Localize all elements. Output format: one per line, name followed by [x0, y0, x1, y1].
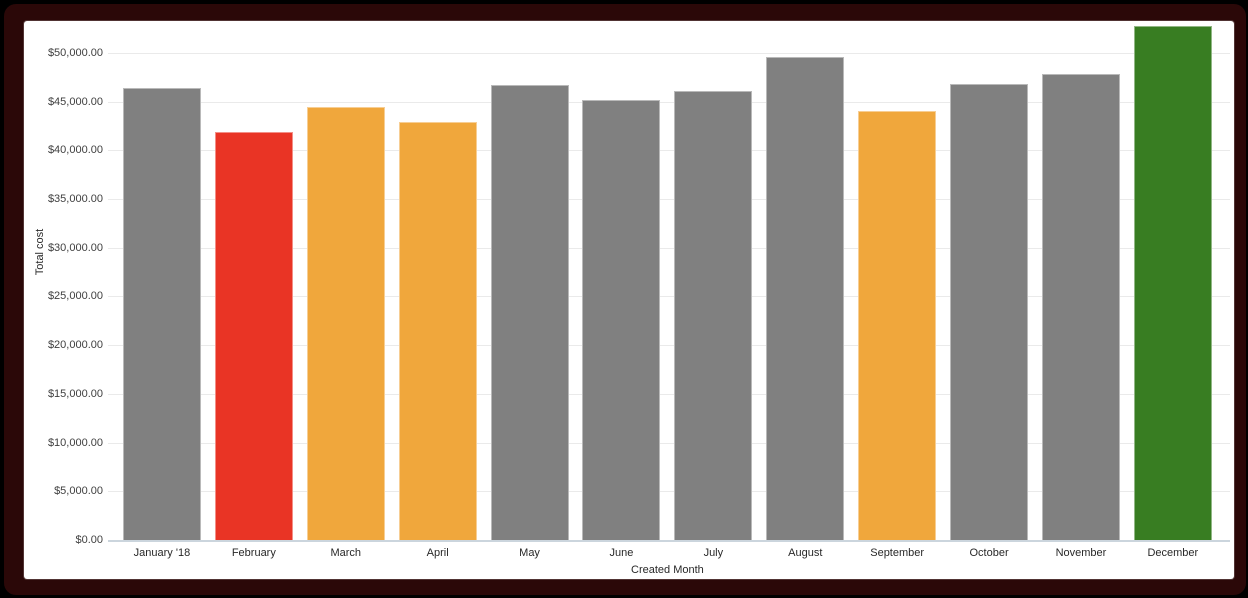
y-tick-label: $50,000.00 — [47, 46, 103, 59]
bar-october[interactable] — [950, 84, 1029, 540]
x-tick-label: June — [609, 547, 634, 559]
y-tick-label: $5,000.00 — [54, 485, 103, 498]
chart-card: $0.00 $5,000.00 $10,000.00 $15,000.00 $20,00… — [24, 21, 1234, 579]
x-tick-label: May — [519, 547, 540, 559]
gridline — [108, 345, 1230, 347]
x-tick-label: September — [870, 547, 925, 559]
gridline — [108, 442, 1230, 444]
x-tick-label: October — [969, 547, 1009, 559]
chart-frame: $0.00 $5,000.00 $10,000.00 $15,000.00 $20,00… — [4, 4, 1246, 595]
plot-area: $0.00 $5,000.00 $10,000.00 $15,000.00 $20,00… — [24, 21, 1234, 579]
x-tick-label: November — [1055, 547, 1107, 559]
y-tick-label: $15,000.00 — [47, 387, 103, 400]
gridline — [108, 296, 1230, 298]
y-tick-label: $20,000.00 — [47, 339, 103, 352]
gridline — [108, 52, 1230, 54]
bar-september[interactable] — [858, 111, 937, 540]
bar-february[interactable] — [214, 131, 293, 540]
x-axis-line — [108, 540, 1230, 542]
bar-march[interactable] — [306, 106, 385, 540]
y-tick-label: $25,000.00 — [47, 290, 103, 303]
gridline — [108, 247, 1230, 249]
x-tick-label: July — [703, 547, 724, 559]
y-tick-label: $30,000.00 — [47, 241, 103, 254]
bar-april[interactable] — [398, 122, 477, 540]
gridline — [108, 101, 1230, 103]
bar-january-18[interactable] — [122, 88, 201, 540]
x-tick-label: February — [231, 547, 276, 559]
gridline — [108, 199, 1230, 201]
x-tick-label: January '18 — [133, 547, 191, 559]
y-tick-label: $40,000.00 — [47, 144, 103, 157]
x-tick-label: December — [1147, 547, 1199, 559]
x-tick-label: August — [788, 547, 823, 559]
x-axis-title: Created Month — [631, 564, 704, 576]
x-tick-label: April — [426, 547, 449, 559]
y-tick-label: $45,000.00 — [47, 95, 103, 108]
y-tick-label: $0.00 — [75, 534, 103, 546]
y-tick-label: $35,000.00 — [47, 193, 103, 206]
bar-august[interactable] — [766, 56, 845, 540]
x-tick-label: March — [330, 547, 362, 559]
bar-may[interactable] — [490, 85, 569, 540]
gridline — [108, 150, 1230, 152]
y-tick-label: $10,000.00 — [47, 436, 103, 449]
gridline — [108, 491, 1230, 493]
bar-july[interactable] — [674, 90, 753, 540]
bar-november[interactable] — [1041, 74, 1120, 540]
gridline — [108, 393, 1230, 395]
bar-june[interactable] — [582, 99, 661, 540]
y-axis-title: Total cost — [34, 228, 46, 276]
bar-december[interactable] — [1133, 25, 1212, 540]
